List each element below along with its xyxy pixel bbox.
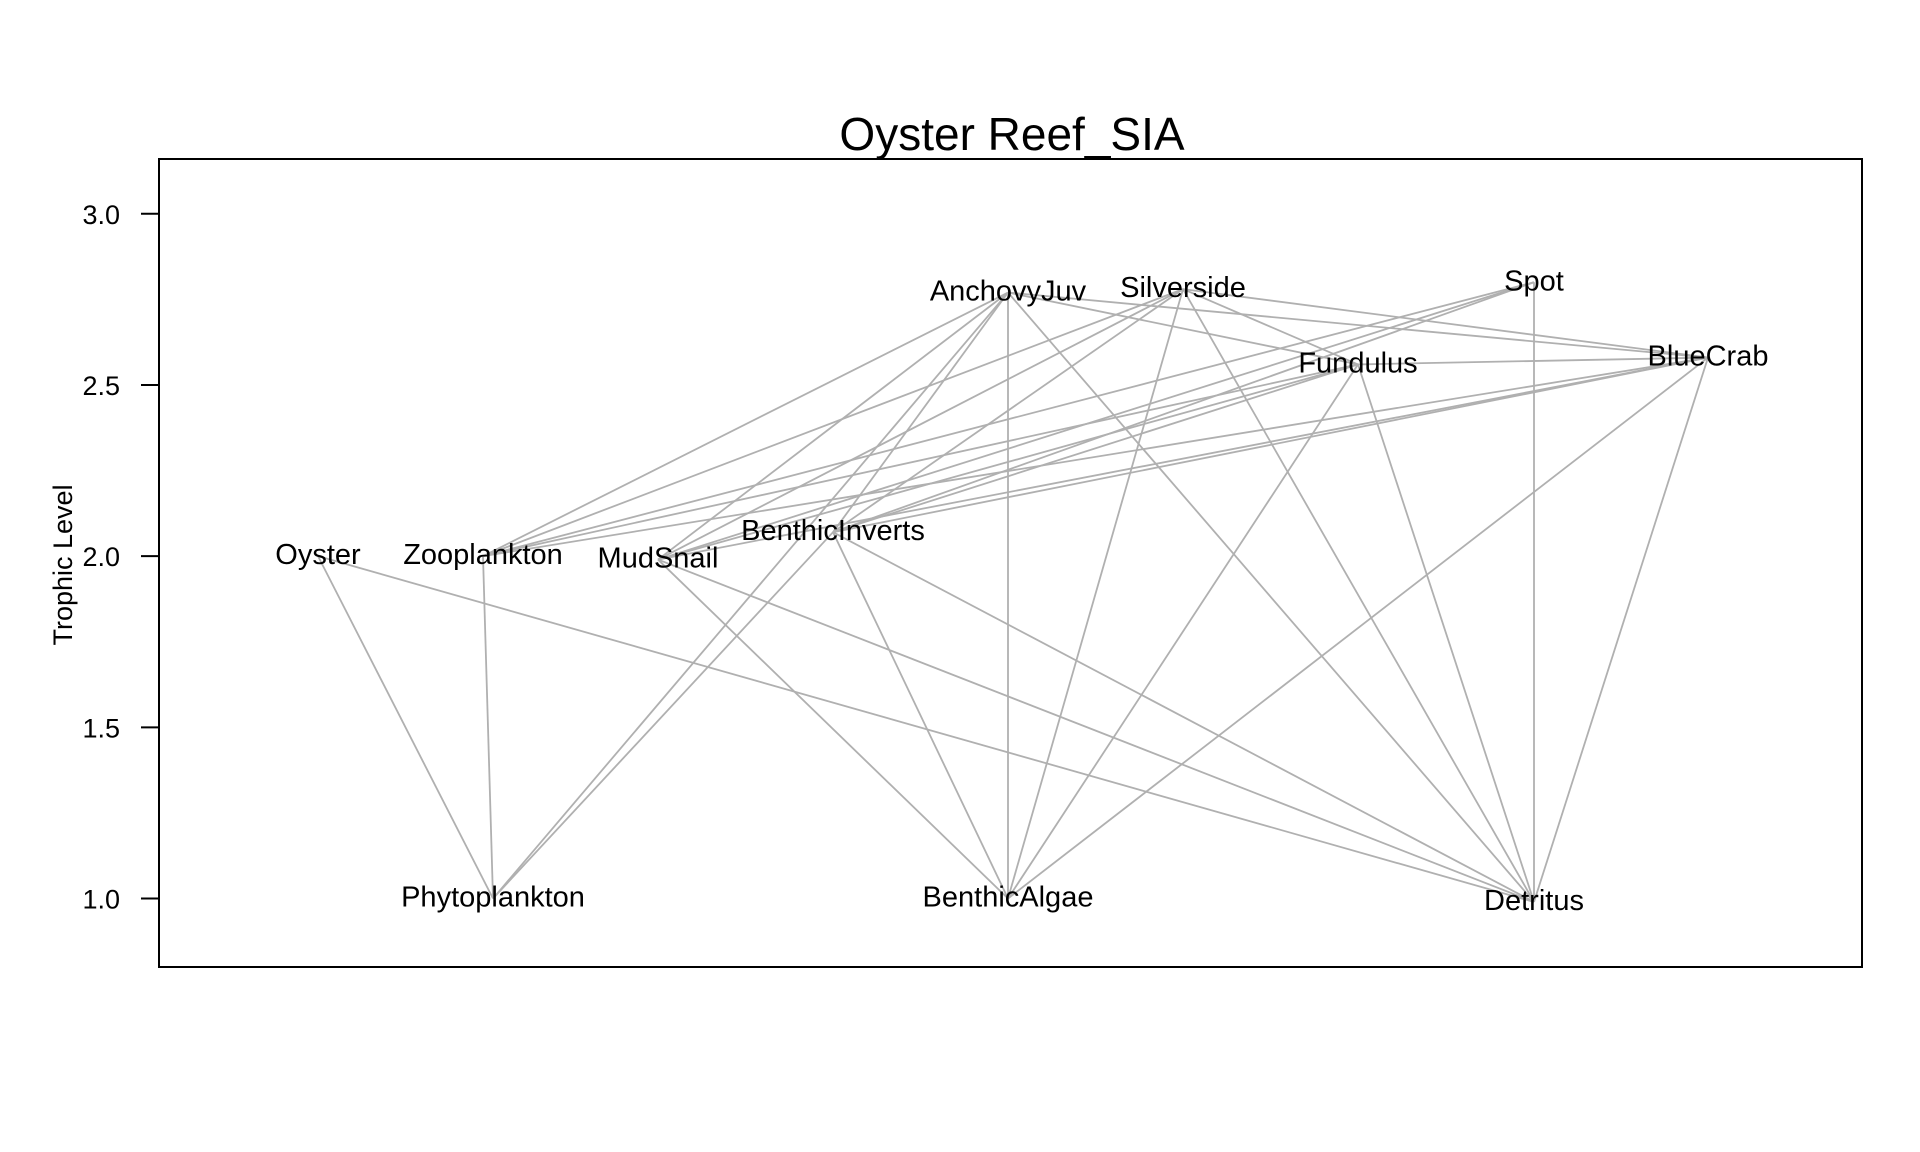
node-label-detritus: Detritus <box>1484 885 1584 917</box>
node-label-oyster: Oyster <box>275 539 361 571</box>
edge-anchovyjuv-fundulus <box>1007 291 1359 366</box>
edge-benthicinverts-anchovyjuv <box>832 291 1009 533</box>
y-axis: 1.0 1.5 2.0 2.5 3.0 <box>82 200 159 915</box>
y-tick-label: 1.5 <box>82 713 120 743</box>
edge-zooplankton-silverside <box>482 288 1184 557</box>
edge-mudsnail-silverside <box>657 288 1184 561</box>
edge-bluecrab-detritus <box>1533 357 1709 903</box>
edge-benthicinverts-spot <box>832 281 1535 534</box>
edge-benthicinverts-detritus <box>832 531 1535 903</box>
y-tick-label: 3.0 <box>82 200 120 230</box>
node-label-zooplankton: Zooplankton <box>403 539 563 571</box>
node-label-anchovyjuv: AnchovyJuv <box>930 276 1087 308</box>
edge-anchovyjuv-bluecrab <box>1007 291 1709 359</box>
edge-oyster-detritus <box>317 555 1535 903</box>
edge-anchovyjuv-phytoplankton <box>492 291 1009 900</box>
y-tick-label: 2.5 <box>82 371 120 401</box>
edge-anchovyjuv-detritus <box>1007 291 1535 903</box>
edge-mudsnail-benthicalgae <box>657 558 1009 900</box>
edge-silverside-detritus <box>1182 288 1535 903</box>
node-label-spot: Spot <box>1504 265 1564 297</box>
edge-benthicinverts-benthicalgae <box>832 531 1009 899</box>
node-label-benthicinverts: BenthicInverts <box>741 515 925 547</box>
edge-bluecrab-benthicalgae <box>1007 356 1709 900</box>
edge-mudsnail-anchovyjuv <box>657 291 1009 561</box>
node-label-benthicalgae: BenthicAlgae <box>923 882 1094 914</box>
edge-silverside-fundulus <box>1182 288 1359 366</box>
node-label-fundulus: Fundulus <box>1298 347 1417 379</box>
edge-benthicinverts-bluecrab <box>832 356 1709 534</box>
nodes-layer: Oyster Zooplankton MudSnail BenthicInverts A… <box>275 265 1768 917</box>
node-label-mudsnail: MudSnail <box>598 543 719 575</box>
edge-zooplankton-phytoplankton <box>482 556 494 899</box>
edge-silverside-bluecrab <box>1182 288 1709 359</box>
edge-silverside-benthicalgae <box>1007 288 1184 899</box>
edge-zooplankton-anchovyjuv <box>482 291 1009 557</box>
edges-layer <box>317 281 1709 903</box>
edge-mudsnail-bluecrab <box>657 356 1709 561</box>
edge-mudsnail-detritus <box>657 558 1535 903</box>
node-label-phytoplankton: Phytoplankton <box>401 882 585 914</box>
y-axis-label: Trophic Level <box>48 484 78 645</box>
chart-title: Oyster Reef_SIA <box>839 108 1184 160</box>
y-tick-label: 1.0 <box>82 885 120 915</box>
edge-fundulus-detritus <box>1357 364 1535 903</box>
edge-zooplankton-bluecrab <box>482 356 1709 558</box>
edge-benthicinverts-phytoplankton <box>492 531 834 900</box>
edge-benthicinverts-fundulus <box>832 363 1359 534</box>
edge-fundulus-bluecrab <box>1357 356 1709 366</box>
node-label-bluecrab: BlueCrab <box>1648 341 1769 373</box>
edge-fundulus-benthicalgae <box>1007 363 1359 900</box>
plot-frame <box>158 158 1863 968</box>
y-tick-label: 2.0 <box>82 542 120 572</box>
node-label-silverside: Silverside <box>1120 272 1246 304</box>
edge-oyster-phytoplankton <box>317 555 494 899</box>
